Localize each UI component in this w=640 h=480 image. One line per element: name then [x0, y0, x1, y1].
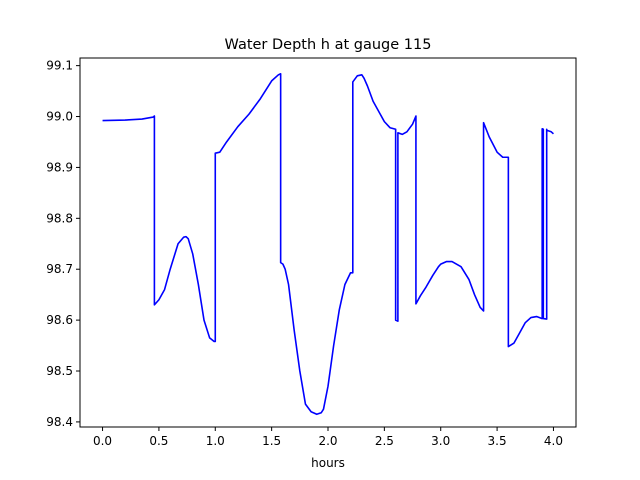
y-tick-label: 98.8 [46, 211, 73, 225]
plot-area-frame [79, 57, 577, 428]
x-axis-label: hours [311, 456, 345, 470]
x-tick-label: 0.0 [93, 434, 112, 448]
x-tick-label: 0.5 [149, 434, 168, 448]
x-axis-ticks: 0.0 0.5 1.0 1.5 2.0 2.5 3.0 3.5 4.0 [93, 427, 563, 448]
y-axis-ticks: 98.4 98.5 98.6 98.7 98.8 98.9 99.0 99.1 [46, 59, 80, 429]
x-tick-label: 4.0 [544, 434, 563, 448]
x-tick-label: 2.5 [375, 434, 394, 448]
x-tick-label: 3.0 [431, 434, 450, 448]
y-tick-label: 98.6 [46, 313, 73, 327]
x-tick-label: 2.0 [318, 434, 337, 448]
chart-title: Water Depth h at gauge 115 [225, 37, 432, 53]
x-tick-label: 1.0 [206, 434, 225, 448]
x-tick-label: 1.5 [262, 434, 281, 448]
y-tick-label: 98.4 [46, 415, 73, 429]
y-tick-label: 98.9 [46, 160, 73, 174]
y-tick-label: 98.5 [46, 364, 73, 378]
y-tick-label: 99.1 [46, 59, 73, 73]
x-tick-label: 3.5 [488, 434, 507, 448]
y-tick-label: 99.0 [46, 110, 73, 124]
series-line [102, 72, 554, 416]
y-tick-label: 98.7 [46, 262, 73, 276]
